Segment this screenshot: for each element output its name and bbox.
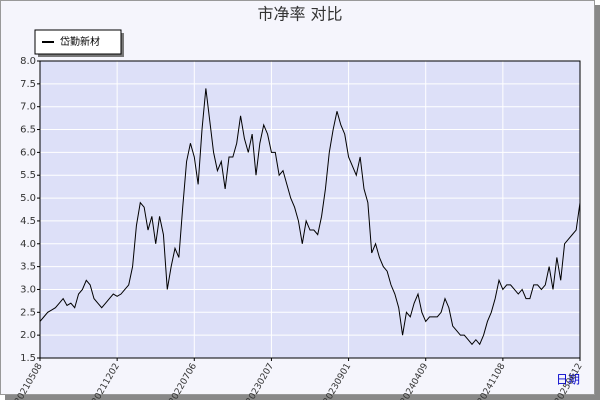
y-tick-label: 7.5	[20, 79, 36, 90]
lines	[39, 88, 581, 346]
y-tick-label: 6.0	[20, 147, 36, 158]
y-tick-label: 2.5	[20, 307, 36, 318]
chart-title: 市净率 对比	[257, 5, 342, 24]
y-tick-label: 5.0	[20, 193, 36, 204]
y-tick-label: 8.0	[20, 56, 36, 67]
y-tick-label: 3.0	[20, 284, 36, 295]
plot-frame	[39, 60, 581, 359]
plot-area	[40, 61, 580, 358]
x-axis-label: 日期	[556, 373, 580, 387]
y-tick-label: 7.0	[20, 102, 36, 113]
y-tick-label: 1.5	[20, 353, 36, 364]
legend-label: 岱勤新材	[60, 35, 100, 48]
y-tick-label: 6.5	[20, 125, 36, 136]
y-tick-label: 4.5	[20, 216, 36, 227]
y-tick-label: 3.5	[20, 262, 36, 273]
y-tick-label: 5.5	[20, 170, 36, 181]
y-tick-label: 2.0	[20, 330, 36, 341]
shadow	[5, 395, 600, 400]
series-line	[39, 88, 581, 346]
y-tick-label: 4.0	[20, 239, 36, 250]
shadow	[595, 5, 600, 400]
